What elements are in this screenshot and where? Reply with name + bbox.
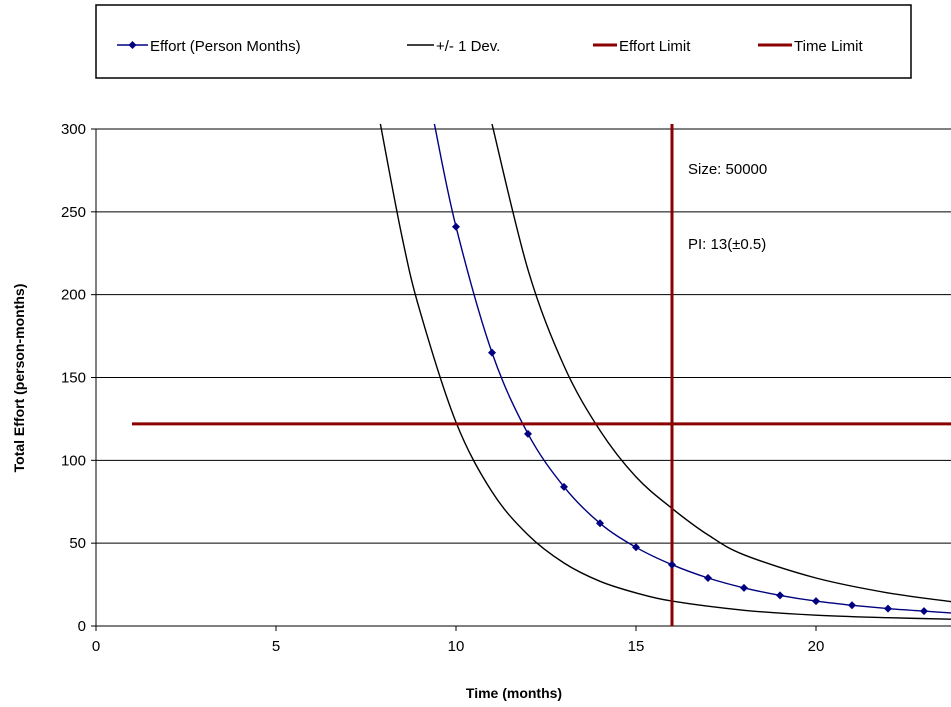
legend-box [95, 4, 912, 79]
deviation-upper-curve [491, 123, 951, 603]
effort-curve [433, 123, 951, 614]
deviation-lower-curve [379, 123, 951, 620]
x-tick-label-15: 15 [628, 638, 645, 655]
annotation-pi: PI: 13(±0.5) [688, 236, 766, 253]
x-tick-label-20: 20 [808, 638, 825, 655]
effort-point-marker [884, 604, 892, 613]
effort-point-marker [524, 429, 532, 438]
legend-label-effort-limit: Effort Limit [619, 38, 691, 55]
series-layer [132, 123, 951, 626]
effort-point-marker [848, 601, 856, 610]
legend-label-effort: Effort (Person Months) [150, 38, 301, 55]
y-tick-label-200: 200 [61, 287, 86, 304]
x-tick-label-5: 5 [272, 638, 280, 655]
x-axis-title: Time (months) [466, 685, 562, 701]
effort-point-marker [776, 591, 784, 600]
x-tick-label-0: 0 [92, 638, 100, 655]
effort-point-marker [704, 573, 712, 582]
legend-label-time-limit: Time Limit [794, 38, 863, 55]
y-axis-title: Total Effort (person-months) [11, 284, 27, 473]
effort-point-marker [488, 348, 496, 357]
effort-point-marker [452, 222, 460, 231]
y-tick-label-150: 150 [61, 370, 86, 387]
legend-label-deviation: +/- 1 Dev. [436, 38, 500, 55]
effort-point-marker [740, 583, 748, 592]
gridlines [96, 128, 951, 544]
legend: Effort (Person Months) +/- 1 Dev. Effort… [95, 4, 912, 79]
y-tick-label-250: 250 [61, 204, 86, 221]
legend-marker-effort [128, 41, 137, 49]
ticks-layer: 0 50 100 150 200 250 300 0 5 10 15 20 [61, 121, 824, 655]
y-tick-label-300: 300 [61, 121, 86, 138]
effort-point-marker [596, 519, 604, 528]
marker-layer [452, 222, 928, 616]
effort-point-marker [632, 543, 640, 552]
effort-point-marker [812, 597, 820, 606]
annotation-size: Size: 50000 [688, 161, 767, 178]
x-tick-label-10: 10 [448, 638, 465, 655]
y-tick-label-0: 0 [78, 618, 86, 635]
y-tick-label-100: 100 [61, 452, 86, 469]
effort-point-marker [560, 482, 568, 491]
effort-point-marker [668, 560, 676, 569]
y-tick-label-50: 50 [69, 535, 86, 552]
effort-point-marker [920, 607, 928, 616]
